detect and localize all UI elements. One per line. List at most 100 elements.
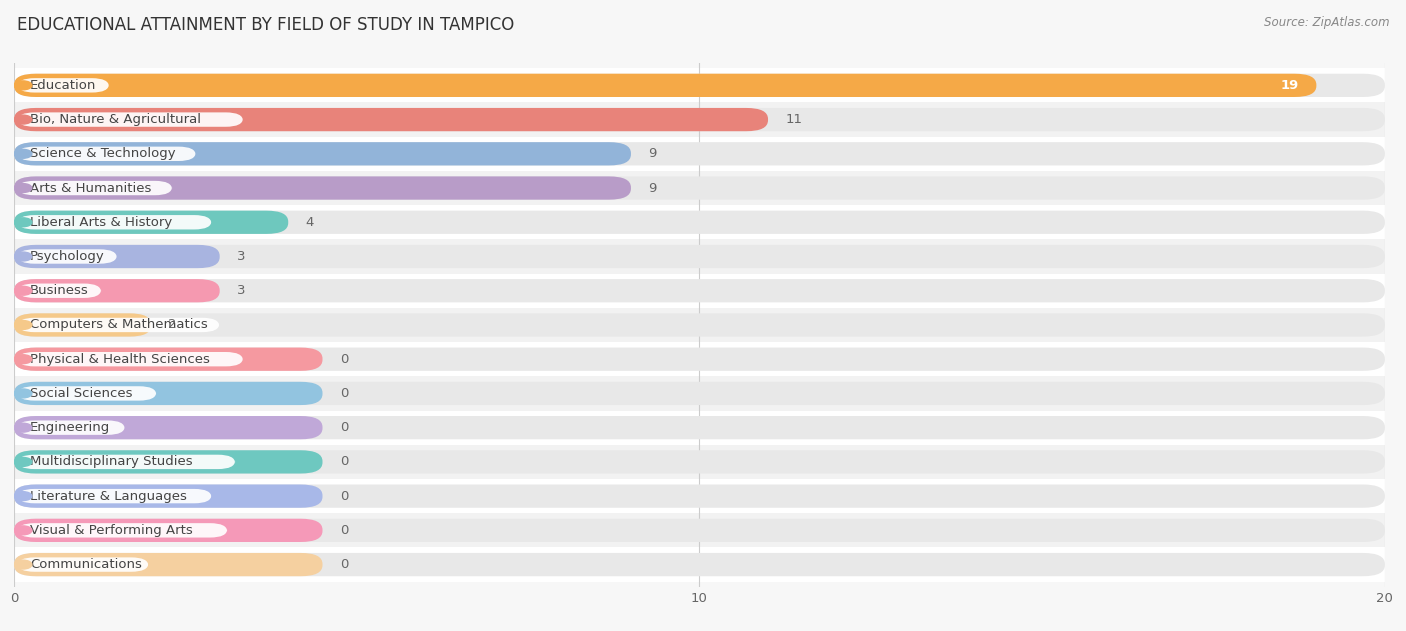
FancyBboxPatch shape bbox=[14, 279, 1385, 302]
FancyBboxPatch shape bbox=[14, 382, 1385, 405]
Text: 0: 0 bbox=[340, 421, 349, 434]
FancyBboxPatch shape bbox=[17, 181, 172, 195]
Text: 11: 11 bbox=[785, 113, 803, 126]
Bar bbox=[14, 513, 1385, 548]
Text: 3: 3 bbox=[236, 284, 245, 297]
Bar bbox=[14, 68, 1385, 102]
Text: Psychology: Psychology bbox=[30, 250, 104, 263]
Text: Arts & Humanities: Arts & Humanities bbox=[30, 182, 152, 194]
Circle shape bbox=[14, 457, 32, 466]
Text: 9: 9 bbox=[648, 182, 657, 194]
FancyBboxPatch shape bbox=[14, 142, 631, 165]
FancyBboxPatch shape bbox=[14, 348, 1385, 371]
Circle shape bbox=[14, 423, 32, 432]
FancyBboxPatch shape bbox=[17, 283, 101, 298]
Text: 0: 0 bbox=[340, 387, 349, 400]
FancyBboxPatch shape bbox=[14, 211, 1385, 234]
FancyBboxPatch shape bbox=[17, 215, 211, 230]
FancyBboxPatch shape bbox=[14, 74, 1385, 97]
FancyBboxPatch shape bbox=[14, 485, 322, 508]
FancyBboxPatch shape bbox=[14, 451, 322, 473]
Circle shape bbox=[14, 218, 32, 227]
FancyBboxPatch shape bbox=[17, 523, 228, 538]
FancyBboxPatch shape bbox=[14, 451, 1385, 473]
Bar bbox=[14, 239, 1385, 274]
FancyBboxPatch shape bbox=[17, 455, 235, 469]
Text: 0: 0 bbox=[340, 456, 349, 468]
FancyBboxPatch shape bbox=[14, 177, 1385, 199]
Bar bbox=[14, 376, 1385, 411]
Circle shape bbox=[14, 286, 32, 295]
FancyBboxPatch shape bbox=[17, 557, 149, 572]
Text: Literature & Languages: Literature & Languages bbox=[30, 490, 187, 503]
Text: EDUCATIONAL ATTAINMENT BY FIELD OF STUDY IN TAMPICO: EDUCATIONAL ATTAINMENT BY FIELD OF STUDY… bbox=[17, 16, 515, 34]
FancyBboxPatch shape bbox=[14, 314, 152, 336]
Text: 3: 3 bbox=[236, 250, 245, 263]
FancyBboxPatch shape bbox=[14, 279, 219, 302]
FancyBboxPatch shape bbox=[14, 245, 219, 268]
FancyBboxPatch shape bbox=[17, 489, 211, 504]
Text: Physical & Health Sciences: Physical & Health Sciences bbox=[30, 353, 209, 366]
FancyBboxPatch shape bbox=[17, 112, 243, 127]
FancyBboxPatch shape bbox=[17, 78, 110, 93]
FancyBboxPatch shape bbox=[14, 553, 1385, 576]
Bar bbox=[14, 137, 1385, 171]
Circle shape bbox=[14, 150, 32, 158]
Text: 0: 0 bbox=[340, 558, 349, 571]
Bar bbox=[14, 274, 1385, 308]
FancyBboxPatch shape bbox=[14, 245, 1385, 268]
Bar bbox=[14, 445, 1385, 479]
FancyBboxPatch shape bbox=[14, 519, 1385, 542]
FancyBboxPatch shape bbox=[14, 416, 322, 439]
Text: 19: 19 bbox=[1281, 79, 1299, 92]
Bar bbox=[14, 342, 1385, 376]
Bar bbox=[14, 205, 1385, 239]
Circle shape bbox=[14, 389, 32, 398]
FancyBboxPatch shape bbox=[17, 420, 125, 435]
Circle shape bbox=[14, 115, 32, 124]
FancyBboxPatch shape bbox=[14, 314, 1385, 336]
Text: Engineering: Engineering bbox=[30, 421, 110, 434]
FancyBboxPatch shape bbox=[14, 108, 768, 131]
Text: 4: 4 bbox=[305, 216, 314, 229]
Circle shape bbox=[14, 560, 32, 569]
Bar bbox=[14, 548, 1385, 582]
Text: 2: 2 bbox=[169, 319, 177, 331]
Text: Communications: Communications bbox=[30, 558, 142, 571]
Text: 0: 0 bbox=[340, 524, 349, 537]
Text: Business: Business bbox=[30, 284, 89, 297]
FancyBboxPatch shape bbox=[14, 74, 1316, 97]
Text: Education: Education bbox=[30, 79, 96, 92]
FancyBboxPatch shape bbox=[14, 416, 1385, 439]
Circle shape bbox=[14, 81, 32, 90]
FancyBboxPatch shape bbox=[14, 348, 322, 371]
Text: Social Sciences: Social Sciences bbox=[30, 387, 132, 400]
Circle shape bbox=[14, 252, 32, 261]
FancyBboxPatch shape bbox=[14, 485, 1385, 508]
Circle shape bbox=[14, 492, 32, 500]
Text: Science & Technology: Science & Technology bbox=[30, 147, 176, 160]
Bar bbox=[14, 171, 1385, 205]
FancyBboxPatch shape bbox=[17, 352, 243, 367]
Bar bbox=[14, 102, 1385, 137]
Text: Source: ZipAtlas.com: Source: ZipAtlas.com bbox=[1264, 16, 1389, 29]
Circle shape bbox=[14, 526, 32, 535]
Circle shape bbox=[14, 321, 32, 329]
FancyBboxPatch shape bbox=[17, 146, 195, 161]
Bar bbox=[14, 479, 1385, 513]
Bar bbox=[14, 411, 1385, 445]
Text: Liberal Arts & History: Liberal Arts & History bbox=[30, 216, 172, 229]
Text: 0: 0 bbox=[340, 490, 349, 503]
FancyBboxPatch shape bbox=[17, 318, 219, 332]
FancyBboxPatch shape bbox=[14, 108, 1385, 131]
Text: Visual & Performing Arts: Visual & Performing Arts bbox=[30, 524, 193, 537]
FancyBboxPatch shape bbox=[14, 519, 322, 542]
FancyBboxPatch shape bbox=[14, 553, 322, 576]
Text: 9: 9 bbox=[648, 147, 657, 160]
FancyBboxPatch shape bbox=[14, 211, 288, 234]
Text: Bio, Nature & Agricultural: Bio, Nature & Agricultural bbox=[30, 113, 201, 126]
FancyBboxPatch shape bbox=[17, 386, 156, 401]
Bar bbox=[14, 308, 1385, 342]
Circle shape bbox=[14, 184, 32, 192]
FancyBboxPatch shape bbox=[17, 249, 117, 264]
